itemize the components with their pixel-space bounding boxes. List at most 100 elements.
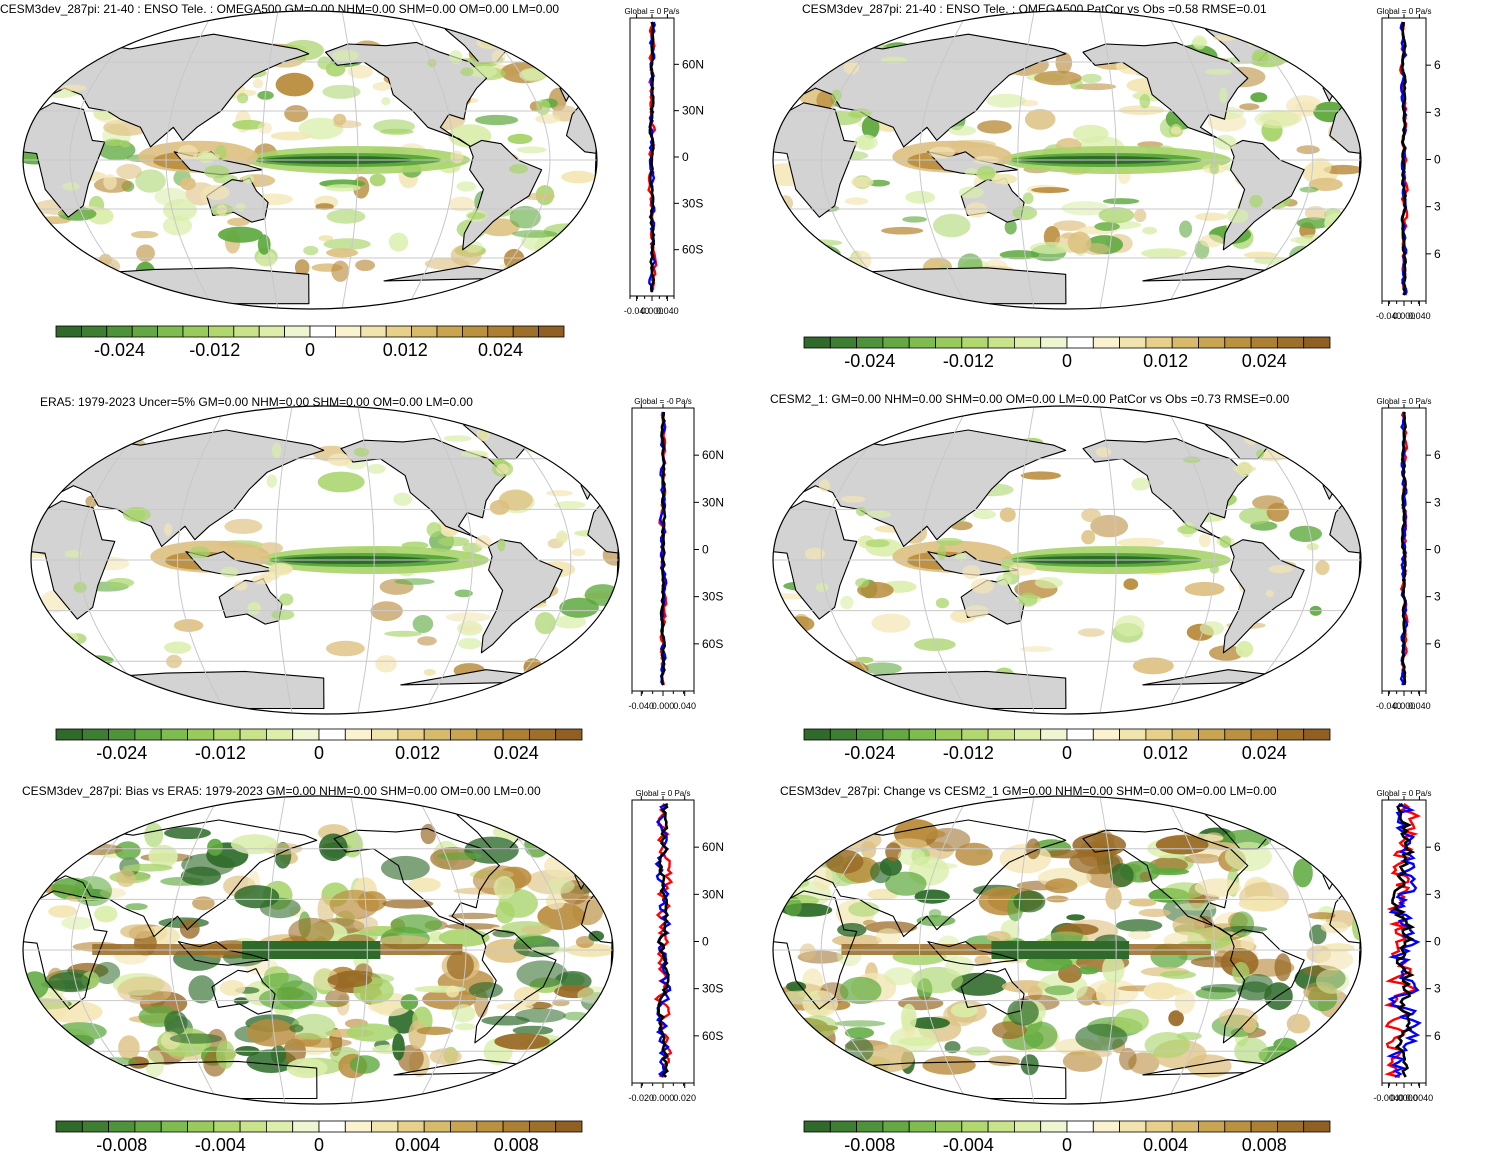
continent-outline bbox=[480, 539, 563, 654]
colorbar-tick-label: 0.004 bbox=[1143, 1135, 1189, 1155]
robinson-map bbox=[772, 405, 1362, 715]
colorbar-tick-label: 0 bbox=[1061, 743, 1073, 763]
reference-profile-line bbox=[1386, 802, 1422, 1079]
colorbar-swatch bbox=[265, 1120, 294, 1133]
colorbar-swatch bbox=[1198, 728, 1226, 741]
x-tick-label: 0.020 bbox=[673, 1093, 696, 1103]
robinson-map bbox=[22, 795, 614, 1105]
colorbar-swatch bbox=[1145, 1120, 1173, 1133]
colorbar-tick-label: 0 bbox=[304, 340, 316, 360]
profile-title: Global = 0 Pa/s bbox=[1377, 397, 1432, 406]
x-tick-label: 0.000 bbox=[652, 701, 675, 711]
lat-tick-label: 6 bbox=[1434, 840, 1441, 854]
colorbar-swatch bbox=[1092, 1120, 1120, 1133]
colorbar-swatch bbox=[55, 325, 82, 338]
lat-tick-label: 0 bbox=[1434, 153, 1441, 167]
colorbar-swatch bbox=[961, 336, 989, 349]
colorbar-swatch bbox=[81, 1120, 109, 1133]
colorbar-tick-label: -0.012 bbox=[189, 340, 241, 360]
colorbar-swatch bbox=[1198, 1120, 1226, 1133]
colorbar-swatch bbox=[555, 728, 583, 741]
colorbar: -0.008 -0.004 0 0.004 0.008 bbox=[803, 1120, 1331, 1161]
mean-profile-line bbox=[1391, 802, 1416, 1078]
x-tick-label: 0.040 bbox=[656, 306, 679, 316]
lat-tick-label: 6 bbox=[1434, 247, 1441, 261]
colorbar: -0.024 -0.012 0 0.012 0.024 bbox=[55, 325, 565, 366]
colorbar-swatch bbox=[856, 336, 884, 349]
lat-tick-label: 60N bbox=[702, 840, 724, 854]
colorbar-swatch bbox=[1040, 1120, 1068, 1133]
colorbar-swatch bbox=[371, 728, 399, 741]
colorbar-tick-label: 0.008 bbox=[493, 1135, 539, 1155]
panel-title: ERA5: 1979-2023 Uncer=5% GM=0.00 NHM=0.0… bbox=[40, 395, 473, 409]
colorbar-swatch bbox=[882, 336, 910, 349]
colorbar-swatch bbox=[397, 1120, 425, 1133]
colorbar-swatch bbox=[502, 1120, 530, 1133]
colorbar-swatch bbox=[55, 728, 83, 741]
mean-profile-line bbox=[1400, 21, 1408, 296]
lat-tick-label: 30N bbox=[702, 495, 724, 509]
colorbar-swatch bbox=[1198, 336, 1226, 349]
panel-title: CESM3dev_287pi: Bias vs ERA5: 1979-2023 … bbox=[22, 784, 541, 798]
colorbar-swatch bbox=[476, 728, 504, 741]
lat-tick-label: 30S bbox=[702, 590, 723, 604]
lat-tick-label: 30S bbox=[682, 196, 703, 210]
x-tick-label: 0.000 bbox=[1393, 311, 1416, 321]
colorbar-swatch bbox=[187, 728, 215, 741]
colorbar-swatch bbox=[423, 728, 451, 741]
colorbar-swatch bbox=[829, 1120, 857, 1133]
mean-profile-line bbox=[648, 21, 656, 293]
colorbar-swatch bbox=[1040, 336, 1068, 349]
colorbar-swatch bbox=[436, 325, 463, 338]
colorbar-tick-label: 0.024 bbox=[477, 340, 524, 360]
colorbar-swatch bbox=[1224, 728, 1252, 741]
x-tick-label: 0.040 bbox=[1408, 701, 1431, 711]
colorbar-swatch bbox=[344, 728, 372, 741]
lat-tick-label: 3 bbox=[1434, 887, 1441, 901]
colorbar-swatch bbox=[371, 1120, 399, 1133]
x-tick-label: -0.040 bbox=[624, 306, 650, 316]
colorbar-tick-label: -0.012 bbox=[194, 743, 246, 763]
lat-tick-label: 30N bbox=[682, 104, 704, 118]
mean-profile-line bbox=[656, 803, 670, 1078]
colorbar-swatch bbox=[1171, 1120, 1199, 1133]
lat-tick-label: 6 bbox=[1434, 58, 1441, 72]
continent-outline bbox=[340, 437, 507, 548]
lat-tick-label: 0 bbox=[702, 935, 709, 949]
colorbar-swatch bbox=[1092, 336, 1120, 349]
colorbar-swatch bbox=[55, 1120, 83, 1133]
colorbar-tick-label: 0 bbox=[1061, 1135, 1073, 1155]
colorbar-swatch bbox=[258, 325, 285, 338]
robinson-map bbox=[772, 795, 1362, 1105]
colorbar-swatch bbox=[1119, 728, 1147, 741]
colorbar-swatch bbox=[803, 728, 831, 741]
colorbar-tick-label: 0 bbox=[313, 743, 325, 763]
colorbar: -0.024 -0.012 0 0.012 0.024 bbox=[803, 336, 1331, 377]
colorbar-swatch bbox=[318, 728, 346, 741]
lat-tick-label: 60S bbox=[702, 637, 723, 651]
colorbar-tick-label: 0.024 bbox=[493, 743, 539, 763]
colorbar-swatch bbox=[487, 325, 514, 338]
colorbar-swatch bbox=[1171, 728, 1199, 741]
colorbar-swatch bbox=[1276, 1120, 1305, 1133]
colorbar-swatch bbox=[856, 1120, 884, 1133]
colorbar-swatch bbox=[512, 325, 540, 338]
robinson-map bbox=[22, 10, 598, 310]
colorbar-swatch bbox=[1092, 728, 1120, 741]
colorbar-swatch bbox=[908, 1120, 936, 1133]
colorbar-swatch bbox=[476, 1120, 504, 1133]
colorbar-swatch bbox=[1013, 1120, 1042, 1133]
colorbar-swatch bbox=[1119, 336, 1147, 349]
colorbar-swatch bbox=[829, 728, 857, 741]
colorbar-tick-label: -0.004 bbox=[942, 1135, 994, 1155]
colorbar-swatch bbox=[131, 325, 158, 338]
colorbar-swatch bbox=[134, 728, 162, 741]
lat-tick-label: 0 bbox=[1434, 543, 1441, 557]
colorbar-swatch bbox=[528, 1120, 557, 1133]
colorbar-swatch bbox=[1013, 728, 1042, 741]
x-tick-label: 0.000 bbox=[1393, 701, 1416, 711]
x-tick-label: 0.0040 bbox=[1406, 1093, 1434, 1103]
colorbar-swatch bbox=[961, 1120, 989, 1133]
colorbar-tick-label: -0.012 bbox=[942, 351, 994, 371]
